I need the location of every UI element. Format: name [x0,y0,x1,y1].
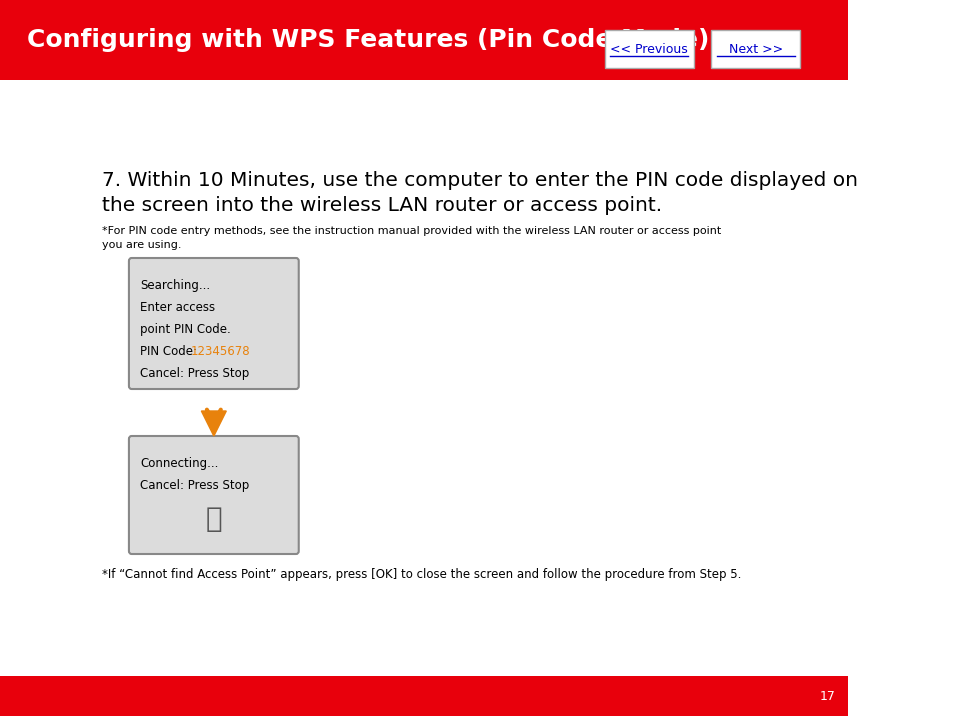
Polygon shape [201,411,226,436]
FancyBboxPatch shape [129,436,298,554]
Text: point PIN Code.: point PIN Code. [140,323,231,336]
Text: ⏱: ⏱ [205,505,222,533]
FancyBboxPatch shape [604,30,693,68]
Text: Connecting...: Connecting... [140,457,218,470]
Text: PIN Code:: PIN Code: [140,345,205,358]
Text: Cancel: Press Stop: Cancel: Press Stop [140,479,250,492]
Bar [0,676,847,716]
Text: 17: 17 [819,690,835,702]
Text: Configuring with WPS Features (Pin Code Mode): Configuring with WPS Features (Pin Code … [27,28,708,52]
Text: 12345678: 12345678 [191,345,250,358]
FancyBboxPatch shape [711,30,800,68]
Text: *For PIN code entry methods, see the instruction manual provided with the wirele: *For PIN code entry methods, see the ins… [102,226,720,250]
Text: Searching...: Searching... [140,279,211,292]
FancyBboxPatch shape [129,258,298,389]
Bar [0,0,847,80]
Text: Next >>: Next >> [728,42,782,56]
Text: << Previous: << Previous [610,42,687,56]
Text: Cancel: Press Stop: Cancel: Press Stop [140,367,250,380]
Text: 7. Within 10 Minutes, use the computer to enter the PIN code displayed on
the sc: 7. Within 10 Minutes, use the computer t… [102,171,858,215]
Text: Enter access: Enter access [140,301,215,314]
Text: *If “Cannot find Access Point” appears, press [OK] to close the screen and follo: *If “Cannot find Access Point” appears, … [102,568,740,581]
